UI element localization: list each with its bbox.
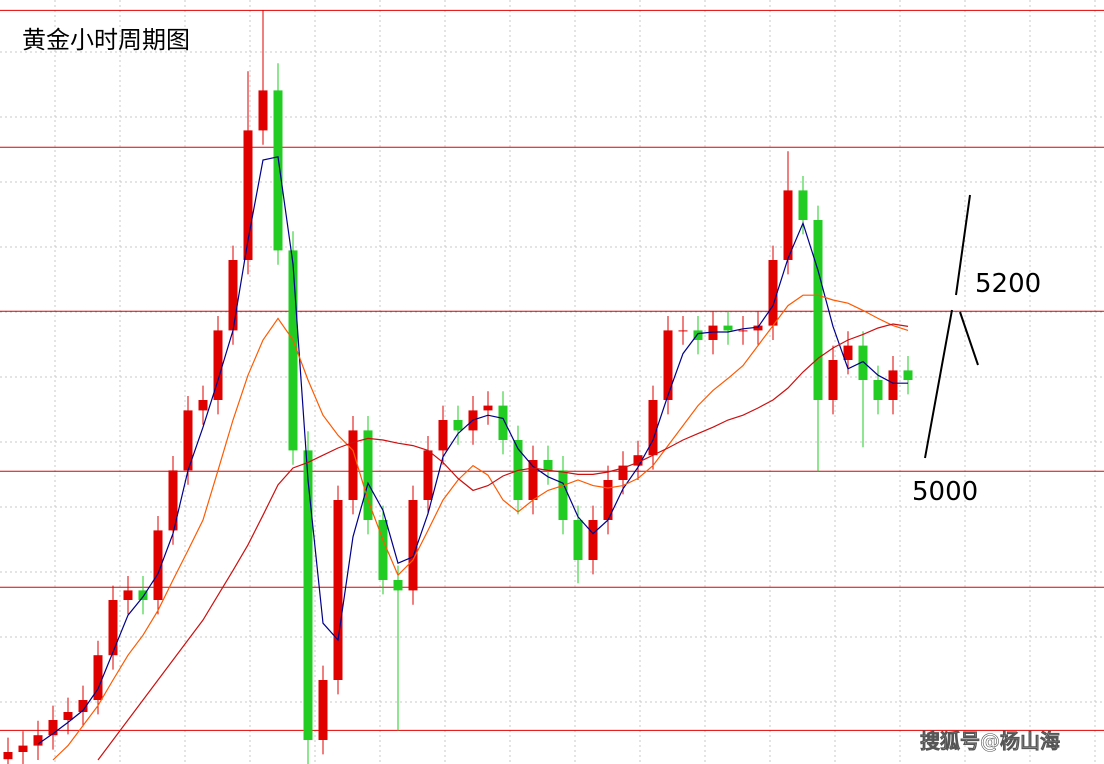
moving-average bbox=[37, 156, 908, 745]
candle-body bbox=[843, 345, 853, 360]
candle-body bbox=[753, 325, 763, 331]
candle-body bbox=[603, 480, 613, 520]
candle-body bbox=[303, 450, 313, 740]
candle-body bbox=[213, 330, 223, 400]
candle-body bbox=[738, 330, 748, 332]
candle-body bbox=[483, 405, 493, 411]
watermark: 搜狐号@杨山海 bbox=[920, 729, 1060, 753]
candle-body bbox=[798, 190, 808, 220]
candle-body bbox=[168, 470, 178, 531]
candle-body bbox=[123, 590, 133, 600]
candle-body bbox=[708, 325, 718, 340]
chart-title: 黄金小时周期图 bbox=[22, 26, 190, 54]
candle-body bbox=[693, 330, 703, 340]
candle-body bbox=[618, 465, 628, 480]
candle-body bbox=[258, 90, 268, 131]
candle-body bbox=[528, 460, 538, 500]
candle-body bbox=[888, 370, 898, 400]
candle-body bbox=[3, 752, 13, 760]
candle-body bbox=[288, 250, 298, 451]
candle-body bbox=[813, 220, 823, 400]
candle-body bbox=[873, 380, 883, 400]
candle-body bbox=[108, 600, 118, 656]
candle-body bbox=[453, 420, 463, 431]
candle-body bbox=[318, 680, 328, 740]
candle-body bbox=[408, 500, 418, 591]
candle-body bbox=[138, 590, 148, 600]
candle-body bbox=[243, 130, 253, 260]
plot bbox=[3, 10, 913, 764]
candle-body bbox=[858, 345, 868, 380]
candle-body bbox=[18, 745, 28, 752]
candle-body bbox=[903, 370, 913, 380]
candle-body bbox=[588, 520, 598, 560]
candle-body bbox=[633, 455, 643, 466]
candle-body bbox=[648, 400, 658, 456]
candle-body bbox=[333, 500, 343, 680]
candle-body bbox=[828, 360, 838, 400]
candle-body bbox=[48, 720, 58, 736]
candle-body bbox=[573, 520, 583, 560]
trend-sketch bbox=[924, 194, 979, 459]
candle-body bbox=[378, 520, 388, 580]
candle-body bbox=[363, 430, 373, 520]
candle-body bbox=[228, 260, 238, 331]
candle-body bbox=[78, 700, 88, 712]
candle-body bbox=[723, 325, 733, 331]
annotation: 5000 bbox=[912, 477, 978, 507]
candle-body bbox=[543, 460, 553, 471]
candle-body bbox=[63, 712, 73, 720]
candle-body bbox=[558, 470, 568, 520]
candle-body bbox=[768, 260, 778, 326]
candle-body bbox=[183, 410, 193, 471]
candle-body bbox=[93, 655, 103, 700]
candle-body bbox=[423, 450, 433, 500]
candle-body bbox=[498, 405, 508, 440]
candle-body bbox=[273, 90, 283, 251]
candle-body bbox=[393, 580, 403, 591]
candle-body bbox=[153, 530, 163, 600]
candle-body bbox=[198, 400, 208, 411]
candle-body bbox=[33, 735, 43, 746]
candle-body bbox=[783, 190, 793, 260]
annotation: 5200 bbox=[975, 269, 1041, 299]
candle-body bbox=[348, 430, 358, 500]
candle-body bbox=[438, 420, 448, 451]
candle-body bbox=[663, 330, 673, 400]
candle-body bbox=[678, 330, 688, 332]
moving-average bbox=[52, 294, 909, 761]
moving-average bbox=[97, 323, 909, 761]
